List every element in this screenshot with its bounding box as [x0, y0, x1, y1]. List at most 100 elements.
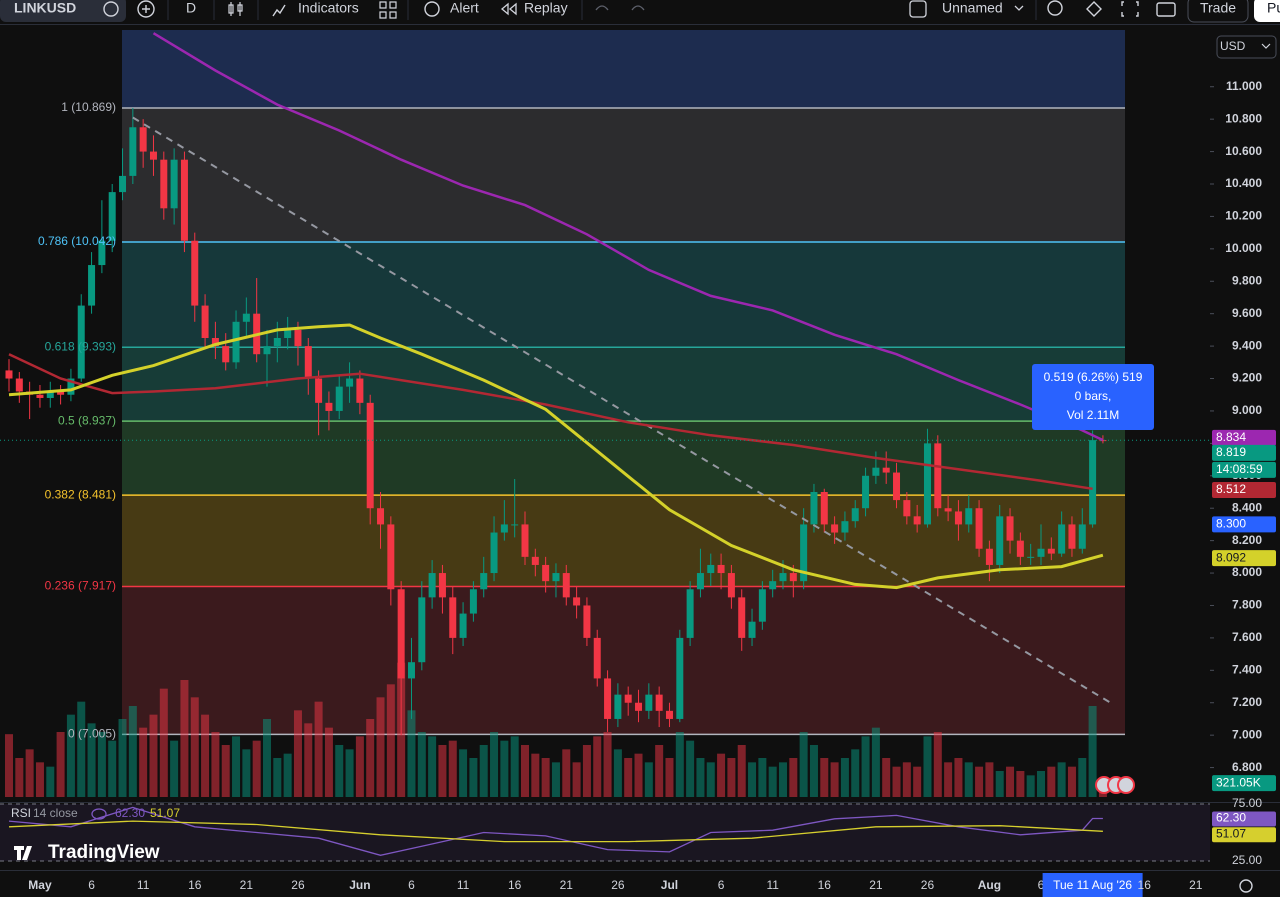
trade-button[interactable]: Trade [1200, 0, 1236, 16]
rsi-tick-label: 25.00 [1232, 853, 1262, 867]
x-tick-label: May [28, 878, 52, 892]
y-tick-label: 9.400 [1232, 338, 1262, 352]
publish-button[interactable]: Pu [1267, 0, 1280, 16]
candle-body [1078, 524, 1086, 549]
layout-name[interactable]: Unnamed [942, 0, 1003, 16]
volume-bar [5, 734, 13, 797]
candle-body [1099, 440, 1107, 442]
volume-badge [1212, 775, 1276, 792]
volume-bar [1067, 766, 1076, 797]
volume-bar [304, 723, 313, 797]
candle-body [335, 386, 343, 411]
candle-body [758, 589, 766, 622]
x-tick-label: Aug [978, 878, 1001, 892]
currency-dropdown[interactable] [1261, 43, 1271, 49]
y-tick-label: 8.000 [1232, 565, 1262, 579]
rsi-line [8, 806, 1103, 856]
candle-body [1016, 540, 1024, 557]
currency-box[interactable] [1216, 35, 1277, 59]
volume-bar [1057, 762, 1066, 797]
candle-body [903, 500, 911, 517]
publish-box[interactable] [1254, 0, 1280, 22]
interval[interactable]: D [186, 0, 196, 16]
volume-bar [655, 745, 664, 797]
candle-body [356, 378, 364, 403]
replay-button[interactable]: Replay [524, 0, 568, 16]
price-badge-label: 14:08:59 [1216, 462, 1263, 476]
settings-button[interactable] [1086, 1, 1102, 17]
volume-bar [1016, 771, 1025, 797]
volume-bar [417, 732, 426, 797]
alert-button[interactable]: Alert [450, 0, 479, 16]
candle-body [841, 521, 849, 533]
indicators-button[interactable]: Indicators [298, 0, 359, 16]
y-tick-label: 7.800 [1232, 598, 1262, 612]
volume-bar [521, 745, 529, 797]
y-tick-label: 8.200 [1232, 533, 1262, 547]
x-tick-label: 21 [240, 878, 254, 892]
replay-icon[interactable] [500, 2, 517, 16]
rsi-badge-label: 51.07 [1216, 826, 1246, 840]
candle-body [67, 378, 75, 395]
y-tick-label: 10.800 [1225, 111, 1262, 125]
chart-type-button[interactable] [228, 2, 243, 16]
snapshot-button[interactable] [1156, 2, 1176, 17]
x-tick-label: 21 [1189, 878, 1203, 892]
fullscreen-button[interactable] [1121, 1, 1139, 17]
axis-settings[interactable] [1239, 879, 1253, 893]
templates-button[interactable] [379, 1, 397, 19]
undo-redo[interactable] [595, 5, 645, 11]
candle-body [779, 573, 787, 582]
event-icon [1117, 776, 1135, 794]
fib-bands [122, 30, 1125, 736]
compare-button[interactable] [137, 0, 155, 18]
candle-body [1006, 516, 1014, 541]
layout-icon[interactable] [909, 0, 927, 18]
symbol-icon[interactable] [103, 1, 119, 17]
alert-icon[interactable] [424, 1, 440, 17]
layout-dropdown[interactable] [1014, 5, 1024, 11]
symbol[interactable]: LINKUSD [14, 0, 76, 16]
volume-bar [882, 758, 891, 797]
moving-averages [8, 32, 1114, 706]
x-tick-label: 26 [611, 878, 625, 892]
candle-body [800, 524, 808, 582]
search-button[interactable] [1047, 0, 1063, 16]
rsi-line [8, 820, 1103, 843]
symbol-box[interactable] [0, 0, 126, 22]
volume-bar [779, 762, 787, 797]
volume-bar [861, 736, 870, 797]
candle-body [119, 175, 127, 193]
rsi-tick-label: 75.00 [1232, 796, 1262, 810]
candle-body [469, 589, 477, 614]
volume-bar [35, 762, 44, 797]
candle-body [129, 127, 137, 176]
y-tick-label: 10.400 [1225, 176, 1262, 190]
fib-label: 0.786 (10.042) [38, 234, 116, 248]
volume-bar [923, 736, 932, 797]
candle-body [480, 573, 488, 590]
logo: TradingView [14, 842, 160, 863]
candle-body [789, 573, 797, 582]
volume-bar [985, 762, 994, 797]
currency[interactable]: USD [1220, 39, 1246, 53]
y-tick-label: 8.400 [1232, 500, 1262, 514]
y-tick-label: 6.800 [1232, 760, 1262, 774]
volume-bar [386, 684, 395, 797]
volume-bar [820, 758, 829, 797]
trade-box[interactable] [1187, 0, 1249, 23]
indicators-icon[interactable] [272, 4, 286, 17]
volume-bar [1047, 766, 1056, 797]
volume-bar [366, 719, 375, 797]
candle-body [459, 613, 467, 638]
volume-bar [293, 710, 302, 797]
toolbar: LINKUSD D Indicators Alert Replay Unname… [0, 0, 1280, 25]
volume-bar [56, 732, 65, 797]
candle-body [428, 573, 436, 598]
volume-bar [717, 753, 726, 797]
compare-plus [142, 5, 150, 13]
candle-body [377, 508, 385, 525]
rsi-badge-label: 62.30 [1216, 811, 1246, 825]
moving-average [8, 353, 1093, 491]
price-badge-label: 8.300 [1216, 517, 1246, 531]
